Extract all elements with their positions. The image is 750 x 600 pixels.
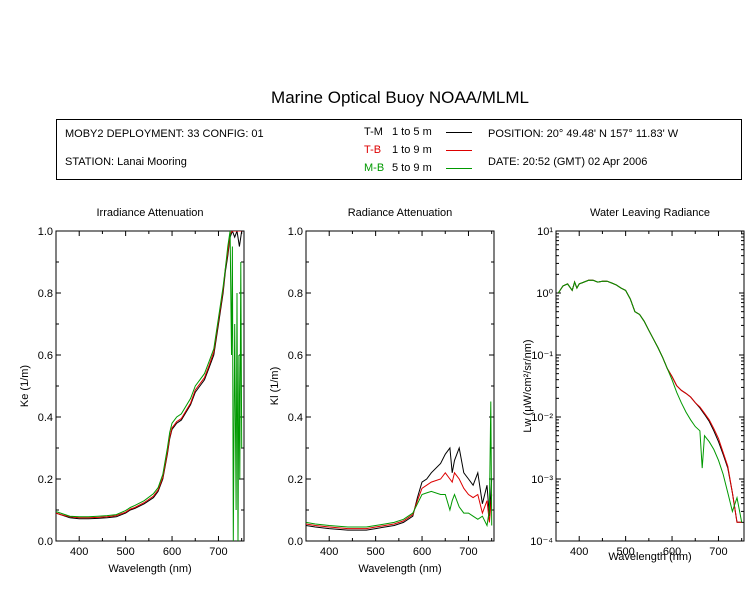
deployment-label: MOBY2 DEPLOYMENT: 33 CONFIG: 01 <box>65 128 264 140</box>
chart-title: Irradiance Attenuation <box>96 207 203 219</box>
legend-line-tb <box>446 150 472 151</box>
series-line-t-m <box>306 446 493 531</box>
legend-range-tm: 1 to 5 m <box>392 126 432 138</box>
y-tick-label: 0.4 <box>38 412 53 424</box>
plot-frame <box>305 230 495 542</box>
info-box: MOBY2 DEPLOYMENT: 33 CONFIG: 01 STATION:… <box>56 119 742 180</box>
series-line-t-b <box>557 279 742 523</box>
series-line-m-b <box>557 279 743 523</box>
x-tick-label: 500 <box>366 546 384 558</box>
x-tick-label: 700 <box>209 546 227 558</box>
legend-line-tm <box>446 132 472 133</box>
x-tick-label: 500 <box>616 546 634 558</box>
y-tick-label: 0.2 <box>38 474 53 486</box>
series-group <box>557 279 743 523</box>
x-tick-label: 600 <box>413 546 431 558</box>
series-line-t-b <box>56 231 242 519</box>
legend-code-tb: T-B <box>364 144 382 156</box>
x-tick-label: 600 <box>163 546 181 558</box>
station-label: STATION: Lanai Mooring <box>65 156 187 168</box>
x-axis-label: Wavelength (nm) <box>108 563 191 575</box>
legend-code-mb: M-B <box>364 162 385 174</box>
y-tick-label: 10⁰ <box>536 288 553 300</box>
y-tick-label: 1.0 <box>38 226 53 238</box>
date-label: DATE: 20:52 (GMT) 02 Apr 2006 <box>488 156 648 168</box>
series-line-t-b <box>306 471 493 530</box>
y-tick-label: 10⁻³ <box>531 474 553 486</box>
x-tick-label: 400 <box>70 546 88 558</box>
position-label: POSITION: 20° 49.48' N 157° 11.83' W <box>488 128 679 140</box>
legend-line-mb <box>446 168 472 169</box>
plot-frame <box>55 230 245 542</box>
y-tick-label: 10⁻² <box>531 412 553 424</box>
series-line-m-b <box>56 231 243 541</box>
legend-range-tb: 1 to 9 m <box>392 144 432 156</box>
y-tick-label: 0.0 <box>38 536 53 548</box>
y-tick-label: 1.0 <box>288 226 303 238</box>
series-line-m-b <box>306 401 493 528</box>
y-tick-label: 0.6 <box>38 350 53 362</box>
series-line-t-m <box>557 279 742 523</box>
y-tick-label: 10¹ <box>537 226 553 238</box>
x-tick-label: 400 <box>320 546 338 558</box>
chart-title: Water Leaving Radiance <box>590 207 710 219</box>
y-axis-label: Kl (1/m) <box>269 367 281 406</box>
series-group <box>306 401 493 531</box>
y-axis-label: Ke (1/m) <box>19 365 31 407</box>
y-tick-label: 0.4 <box>288 412 303 424</box>
x-axis-label: Wavelength (nm) <box>608 551 691 563</box>
y-axis-label: Lw (μW/cm²/sr/nm) <box>522 339 534 432</box>
plot-frame <box>555 230 745 542</box>
x-tick-label: 700 <box>709 546 727 558</box>
chart-panel-3: Water Leaving Radiance 400 500 600 700 10⁻⁴ 10… <box>522 207 745 563</box>
x-axis-label: Wavelength (nm) <box>358 563 441 575</box>
x-tick-label: 500 <box>116 546 134 558</box>
x-tick-label: 400 <box>570 546 588 558</box>
page-title: Marine Optical Buoy NOAA/MLML <box>271 88 529 107</box>
y-tick-label: 10⁻⁴ <box>530 536 553 548</box>
series-line-t-m <box>56 231 243 520</box>
y-tick-label: 0.6 <box>288 350 303 362</box>
x-tick-label: 600 <box>663 546 681 558</box>
x-tick-label: 700 <box>459 546 477 558</box>
y-tick-label: 0.8 <box>38 288 53 300</box>
y-tick-label: 10⁻¹ <box>531 350 553 362</box>
chart-title: Radiance Attenuation <box>348 207 453 219</box>
y-tick-label: 0.0 <box>288 536 303 548</box>
series-group <box>56 231 243 541</box>
y-tick-label: 0.8 <box>288 288 303 300</box>
legend-range-mb: 5 to 9 m <box>392 162 432 174</box>
legend-code-tm: T-M <box>364 126 383 138</box>
y-tick-label: 0.2 <box>288 474 303 486</box>
chart-panel-1: Irradiance Attenuation 400 500 600 700 0.0 0.2… <box>19 207 245 575</box>
chart-panel-2: Radiance Attenuation 400 500 600 700 0.0 0.2 0.… <box>269 207 495 575</box>
